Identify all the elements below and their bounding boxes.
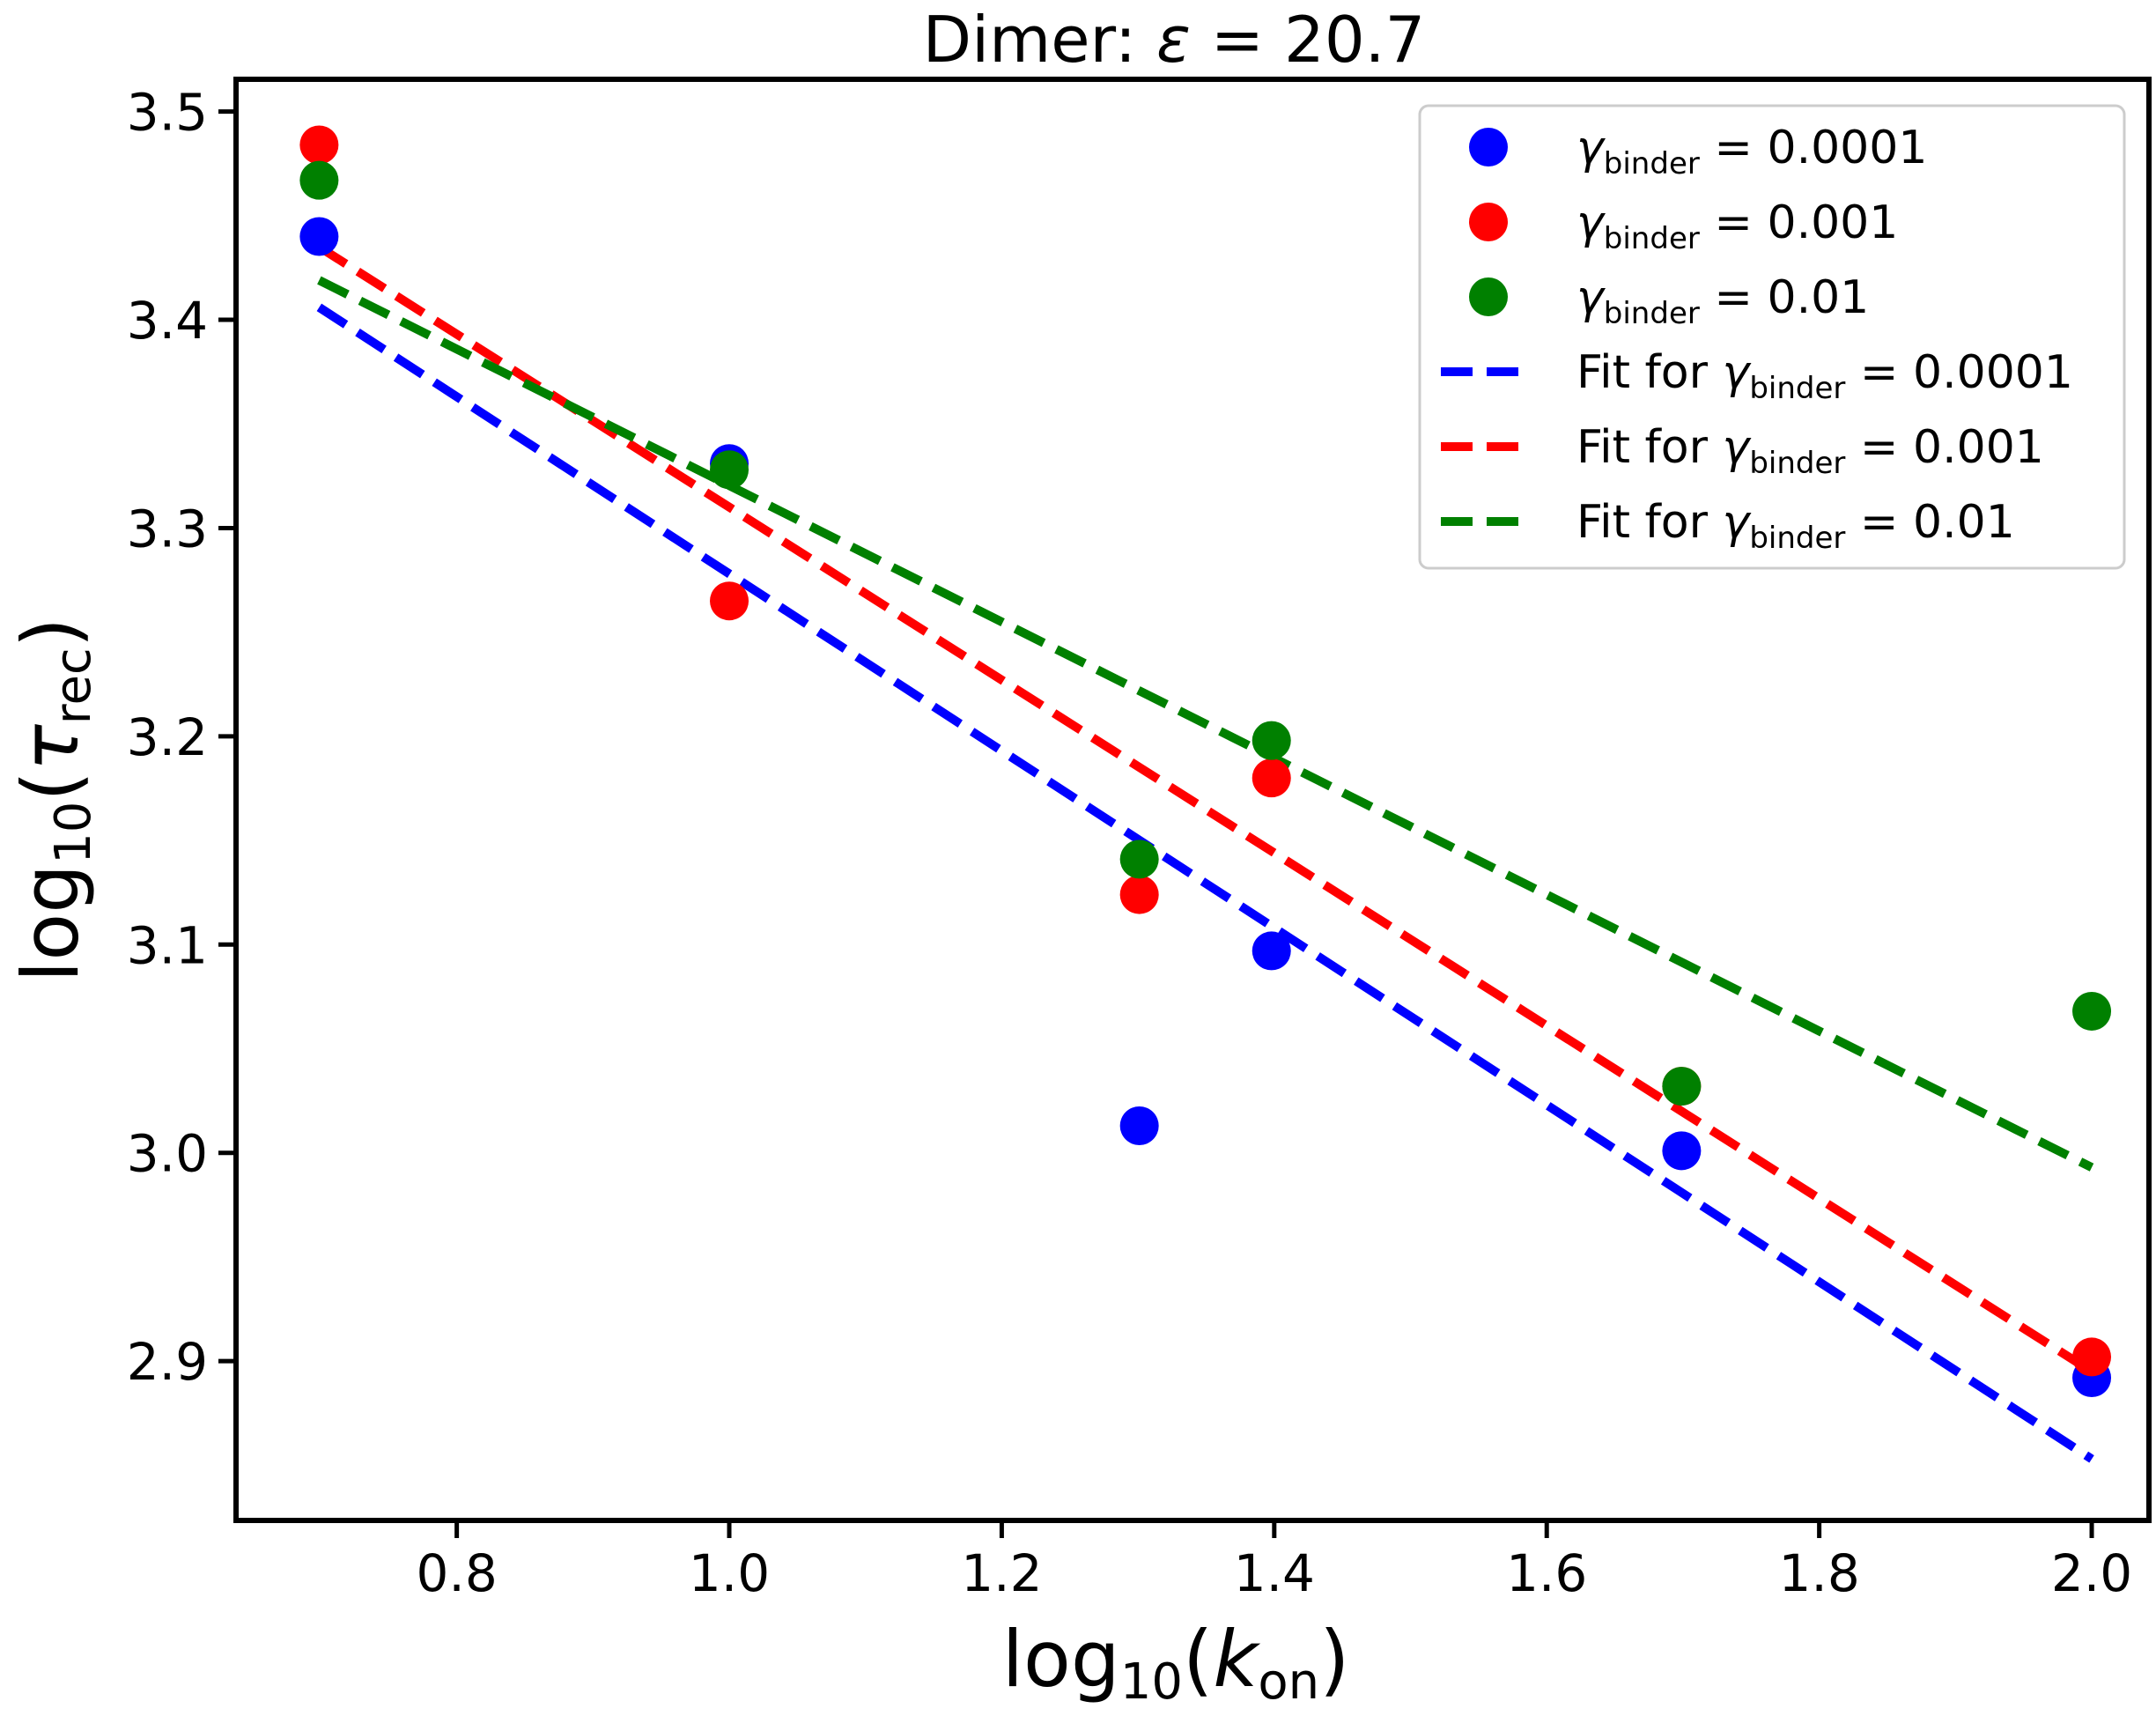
point-s1 <box>1252 931 1291 971</box>
fit-line-s3 <box>317 276 2094 1172</box>
point-s3 <box>299 160 339 200</box>
y-tick-label: 3.4 <box>127 291 208 351</box>
plot-frame <box>233 77 2152 1523</box>
x-axis-label: log10(kon) <box>1002 1614 1350 1711</box>
y-tick-label: 3.3 <box>127 499 208 558</box>
point-s1 <box>1119 1106 1159 1145</box>
y-tick-label: 3.2 <box>127 707 208 767</box>
x-tick-label: 1.2 <box>961 1543 1042 1603</box>
fit-lines <box>316 243 2094 1463</box>
point-s2 <box>299 125 339 165</box>
x-tick-label: 1.4 <box>1234 1543 1315 1603</box>
y-tick-label: 3.5 <box>127 83 208 143</box>
fit-line-s2 <box>316 243 2094 1376</box>
point-s3 <box>2072 991 2112 1031</box>
y-tick-label: 3.1 <box>127 915 208 975</box>
point-s1 <box>299 217 339 256</box>
x-tick-label: 1.0 <box>689 1543 770 1603</box>
x-tick-label: 1.6 <box>1506 1543 1587 1603</box>
data-points <box>299 125 2112 1398</box>
legend: γbinder = 0.0001 γbinder = 0.001 γbinder… <box>1418 104 2126 570</box>
y-tick-label: 3.0 <box>127 1124 208 1184</box>
legend-label-s2: γbinder = 0.001 <box>1576 196 1898 256</box>
y-axis-ticks: 2.9 3.0 3.1 3.2 3.3 3.4 3.5 <box>127 83 236 1392</box>
legend-label-s3: γbinder = 0.01 <box>1576 271 1869 331</box>
y-tick-label: 2.9 <box>127 1332 208 1392</box>
point-s1 <box>1662 1131 1702 1171</box>
x-axis-ticks: 0.8 1.0 1.2 1.4 1.6 1.8 2.0 <box>416 1520 2132 1603</box>
legend-label-s1: γbinder = 0.0001 <box>1576 122 1927 181</box>
y-axis-label: log10(τrec) <box>5 618 102 982</box>
legend-box <box>1418 104 2126 570</box>
point-s2 <box>1252 758 1291 798</box>
point-s3 <box>1662 1067 1702 1106</box>
chart-title: Dimer: ε = 20.7 <box>923 3 1426 77</box>
legend-fit-label-s3: Fit for γbinder = 0.01 <box>1576 496 2015 556</box>
point-s2 <box>710 581 749 621</box>
x-tick-label: 2.0 <box>2051 1543 2132 1603</box>
legend-marker-s1 <box>1469 128 1508 166</box>
point-s3 <box>710 450 749 490</box>
point-s2 <box>1119 875 1159 914</box>
x-tick-label: 0.8 <box>416 1543 497 1603</box>
fit-line-s1 <box>316 303 2094 1463</box>
point-s3 <box>1119 840 1159 879</box>
legend-fit-label-s2: Fit for γbinder = 0.001 <box>1576 421 2044 481</box>
legend-marker-s2 <box>1469 203 1508 241</box>
point-s3 <box>1252 721 1291 760</box>
point-s2 <box>2072 1337 2112 1377</box>
legend-marker-s3 <box>1469 277 1508 316</box>
legend-fit-label-s1: Fit for γbinder = 0.0001 <box>1576 346 2073 406</box>
x-tick-label: 1.8 <box>1778 1543 1859 1603</box>
